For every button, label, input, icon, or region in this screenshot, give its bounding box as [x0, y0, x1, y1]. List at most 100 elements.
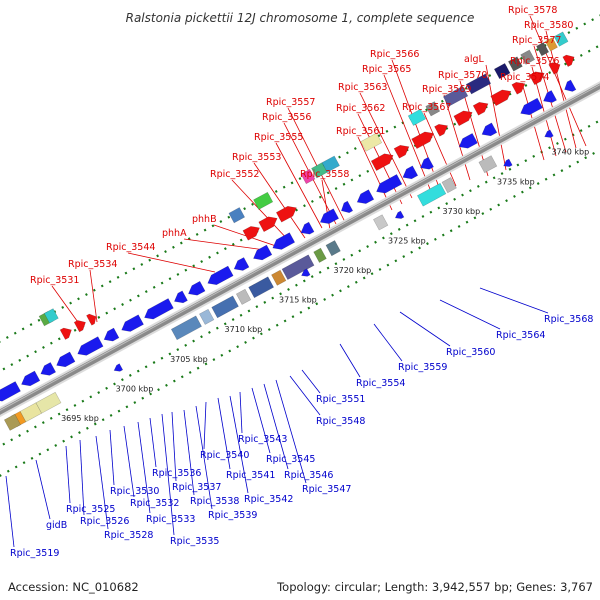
reverse-gene-16-shape — [341, 200, 354, 213]
lower-gene-label-15: Rpic_3542 — [244, 494, 293, 505]
upper-block-13-shape — [508, 56, 523, 72]
forward-gene-1 — [73, 320, 86, 333]
tick-label-3: 3710 kbp — [225, 325, 263, 334]
tick-label-6: 3725 kbp — [388, 236, 426, 245]
upper-leader-14 — [383, 74, 433, 195]
upper-block-15 — [536, 42, 550, 57]
upper-block-10 — [442, 85, 469, 107]
gene-features — [0, 31, 577, 431]
kbp-ticks: 3695 kbp 3700 kbp 3705 kbp 3710 kbp 3715 kbp… — [61, 148, 589, 423]
lower-gene-label-22: Rpic_3554 — [356, 378, 405, 389]
lower-leader-18 — [263, 383, 289, 470]
upper-block-9 — [425, 101, 441, 117]
forward-gene-0 — [59, 327, 72, 340]
upper-block-11-shape — [465, 73, 492, 95]
upper-gene-label-0: Rpic_3531 — [30, 275, 79, 286]
upper-block-17 — [553, 31, 569, 47]
reverse-gene-22 — [481, 122, 498, 137]
forward-gene-14 — [529, 71, 545, 86]
lower-gene-label-17: Rpic_3545 — [266, 454, 315, 465]
reverse-gene-0-shape — [0, 381, 21, 402]
lower-leader-12 — [195, 405, 213, 510]
upper-block-2 — [228, 207, 246, 224]
guide-dots-0 — [0, 14, 600, 343]
inner-block-13 — [373, 214, 389, 231]
reverse-gene-6 — [121, 314, 144, 332]
inner-block-15 — [441, 177, 457, 194]
lower-gene-label-0: Rpic_3519 — [10, 548, 59, 559]
lower-gene-label-13: Rpic_3540 — [200, 450, 249, 461]
lower-leader-1 — [35, 459, 51, 520]
inner-block-4 — [170, 315, 202, 341]
forward-gene-15-shape — [548, 62, 561, 75]
upper-gene-label-20: Rpic_3574 — [500, 72, 549, 83]
lower-leader-25 — [439, 299, 501, 330]
inner-block-10 — [281, 254, 315, 281]
inner-block-16 — [478, 155, 498, 174]
reverse-gene-15 — [319, 208, 340, 224]
topology-text: Topology: circular; Length: 3,942,557 bp… — [277, 580, 593, 594]
upper-leader-10 — [287, 107, 346, 223]
guide-dots-3 — [0, 148, 600, 477]
lower-gene-label-26: Rpic_3568 — [544, 314, 593, 325]
upper-leader-13 — [359, 92, 413, 199]
reverse-gene-18 — [376, 174, 403, 194]
inner-block-6-shape — [211, 295, 239, 319]
upper-block-16-shape — [544, 37, 558, 52]
lower-gene-label-16: Rpic_3543 — [238, 434, 287, 445]
lower-leader-6 — [123, 425, 135, 498]
lower-leader-20 — [289, 375, 321, 416]
forward-gene-3-shape — [242, 226, 260, 241]
inner-wedge-4 — [544, 129, 554, 138]
tick-label-2: 3705 kbp — [170, 355, 208, 364]
reverse-gene-17 — [356, 189, 375, 204]
forward-gene-8-shape — [411, 131, 434, 150]
upper-gene-label-7: Rpic_3558 — [300, 169, 349, 180]
reverse-gene-6-shape — [121, 314, 144, 332]
inner-wedge-0 — [113, 363, 124, 372]
inner-wedge-3-shape — [503, 158, 513, 167]
reverse-gene-3 — [56, 351, 76, 368]
reverse-gene-13-shape — [272, 232, 296, 250]
upper-block-17-shape — [553, 31, 569, 47]
upper-leader-2 — [127, 252, 216, 273]
reverse-gene-25-shape — [564, 79, 577, 92]
forward-gene-0-shape — [59, 327, 72, 340]
lower-leader-24 — [399, 311, 451, 347]
forward-gene-6 — [370, 153, 394, 171]
lower-gene-label-25: Rpic_3564 — [496, 330, 545, 341]
upper-block-15-shape — [536, 42, 550, 57]
inner-block-14-shape — [416, 182, 447, 207]
upper-block-3 — [253, 191, 274, 210]
inner-wedge-2 — [394, 210, 405, 219]
guide-dots-2 — [0, 119, 600, 448]
lower-gene-label-18: Rpic_3546 — [284, 470, 333, 481]
tick-label-8: 3735 kbp — [497, 177, 535, 186]
reverse-gene-4 — [77, 336, 104, 356]
upper-leader-0 — [51, 285, 81, 326]
lower-leader-8 — [149, 417, 157, 468]
tick-label-5: 3720 kbp — [334, 266, 372, 275]
upper-block-8 — [407, 108, 427, 126]
reverse-gene-24 — [543, 90, 557, 103]
reverse-gene-2-shape — [40, 362, 57, 376]
forward-gene-11-shape — [472, 102, 489, 116]
lower-gene-label-10: Rpic_3537 — [172, 482, 221, 493]
upper-gene-label-4: phhB — [192, 214, 217, 225]
forward-gene-13 — [511, 81, 526, 95]
forward-gene-4-shape — [258, 216, 278, 233]
reverse-gene-13 — [272, 232, 296, 250]
lower-gene-label-23: Rpic_3559 — [398, 362, 447, 373]
lower-gene-label-19: Rpic_3547 — [302, 484, 351, 495]
reverse-gene-3-shape — [56, 351, 76, 368]
forward-gene-12 — [490, 89, 512, 107]
reverse-gene-12 — [253, 244, 273, 261]
reverse-gene-1-shape — [21, 370, 41, 387]
reverse-gene-16 — [341, 200, 354, 213]
tick-label-0: 3695 kbp — [61, 414, 99, 423]
forward-gene-14-shape — [529, 71, 545, 86]
map-title: Ralstonia pickettii 12J chromosome 1, co… — [126, 11, 475, 25]
lower-leader-13 — [203, 401, 207, 450]
upper-gene-label-12: Rpic_3562 — [336, 103, 385, 114]
upper-block-11 — [465, 73, 492, 95]
